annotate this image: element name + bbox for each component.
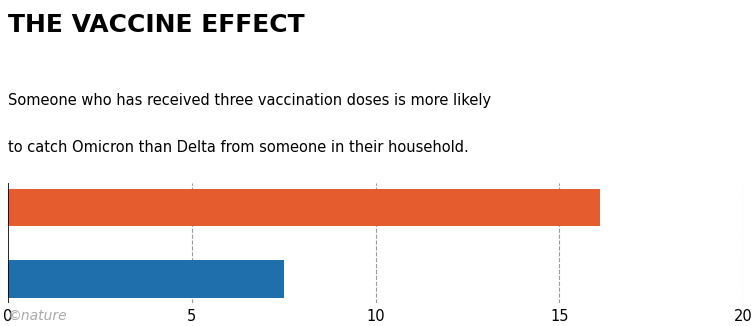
- Text: THE VACCINE EFFECT: THE VACCINE EFFECT: [8, 13, 304, 37]
- Text: Someone who has received three vaccination doses is more likely: Someone who has received three vaccinati…: [8, 93, 490, 108]
- Text: to catch Omicron than Delta from someone in their household.: to catch Omicron than Delta from someone…: [8, 140, 469, 155]
- Bar: [8, 260, 284, 298]
- Text: ©nature: ©nature: [8, 309, 67, 323]
- Bar: [8, 189, 600, 226]
